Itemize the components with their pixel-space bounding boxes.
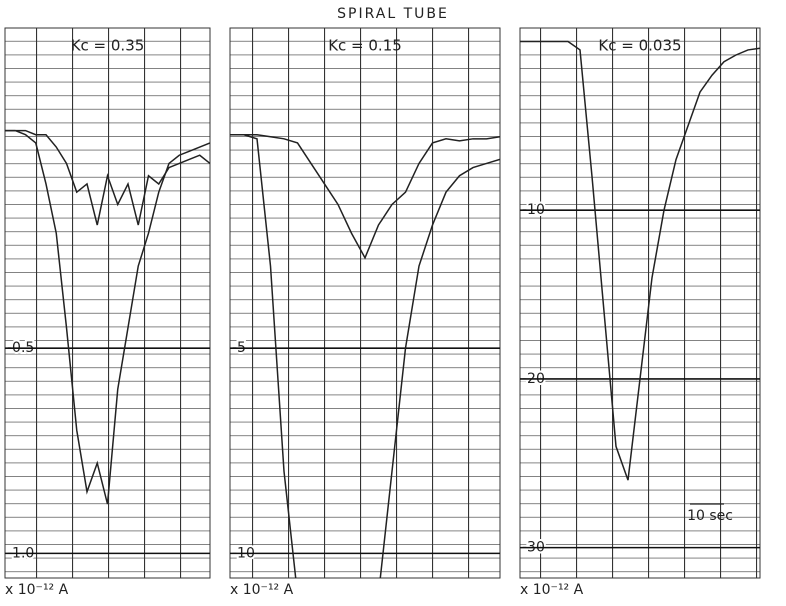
annotation: Kc = 0.035 [598, 37, 681, 55]
y-unit-label: x 10⁻¹² A [5, 582, 69, 598]
annotation: Kc = 0.15 [328, 37, 402, 55]
chart-paper [519, 27, 761, 579]
chart-paper [4, 27, 211, 579]
scale-note: 10 sec [687, 508, 733, 524]
figure-title: SPIRAL TUBE [337, 6, 449, 22]
trace [230, 133, 500, 260]
y-unit-label: x 10⁻¹² A [520, 582, 584, 598]
annotation: Kc = 0.35 [71, 37, 145, 55]
trace [230, 133, 500, 578]
y-unit-label: x 10⁻¹² A [230, 582, 294, 598]
chart-paper [229, 27, 501, 579]
trace [520, 40, 760, 481]
trace [5, 129, 210, 505]
trace [5, 129, 210, 226]
